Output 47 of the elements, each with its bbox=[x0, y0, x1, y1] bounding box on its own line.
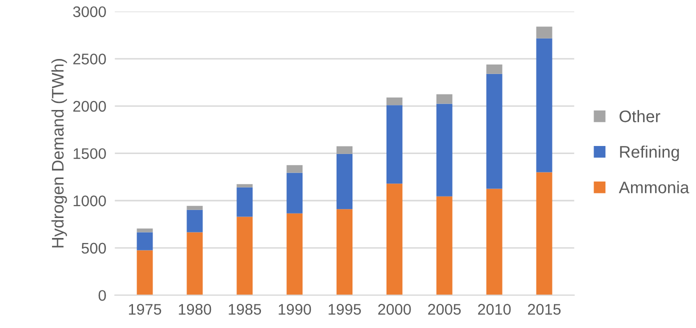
x-tick-label: 2015 bbox=[528, 304, 561, 315]
bar bbox=[286, 213, 303, 296]
bar bbox=[186, 232, 203, 296]
y-tick-label: 0 bbox=[98, 290, 106, 301]
y-tick-label: 3000 bbox=[73, 6, 106, 18]
x-tick-label: 1980 bbox=[178, 304, 212, 315]
bar bbox=[436, 196, 452, 296]
bar bbox=[536, 172, 552, 296]
bar bbox=[136, 250, 153, 296]
bar bbox=[486, 74, 502, 189]
bar bbox=[186, 206, 203, 210]
x-tick-label: 2010 bbox=[478, 304, 511, 315]
bar bbox=[436, 104, 452, 196]
x-tick-label: 1985 bbox=[228, 304, 262, 315]
bar bbox=[236, 184, 253, 188]
bar bbox=[386, 105, 402, 184]
bar bbox=[486, 188, 502, 296]
bar bbox=[136, 228, 153, 232]
bar bbox=[536, 26, 552, 38]
bar bbox=[486, 64, 502, 74]
bar bbox=[286, 165, 303, 173]
bar bbox=[286, 172, 303, 214]
bar bbox=[386, 98, 402, 106]
legend-label: Refining bbox=[620, 146, 679, 162]
y-tick-label: 1000 bbox=[74, 195, 106, 206]
x-tick-label: 2005 bbox=[428, 304, 461, 315]
bar bbox=[386, 184, 402, 296]
y-axis-title: Hydrogen Demand (TWh) bbox=[51, 58, 67, 248]
y-tick-label: 2000 bbox=[73, 100, 106, 112]
bar bbox=[186, 210, 203, 232]
bar bbox=[536, 38, 552, 172]
x-tick-label: 2000 bbox=[378, 304, 411, 315]
legend-label: Other bbox=[620, 110, 660, 122]
y-tick-label: 1500 bbox=[74, 148, 106, 160]
bar bbox=[236, 187, 253, 217]
y-tick-label: 2500 bbox=[73, 54, 106, 64]
bar bbox=[236, 216, 253, 296]
bar bbox=[336, 154, 353, 210]
legend-label: Ammonia bbox=[618, 181, 690, 194]
x-tick-label: 1975 bbox=[128, 304, 162, 315]
bar bbox=[336, 209, 353, 296]
bar bbox=[336, 146, 353, 154]
x-tick-label: 1990 bbox=[278, 304, 311, 315]
bar bbox=[436, 94, 452, 104]
x-tick-label: 1995 bbox=[328, 304, 361, 315]
bar bbox=[136, 232, 153, 250]
y-tick-label: 500 bbox=[82, 242, 106, 254]
